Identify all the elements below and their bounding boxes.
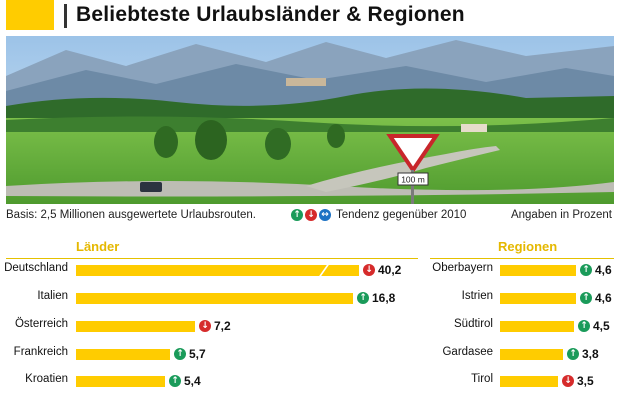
category-label-row: Tirol [0, 373, 493, 388]
bar [76, 321, 195, 332]
category-label-row: Deutschland [0, 262, 68, 277]
bar [500, 321, 574, 332]
value-label: 7,2 [214, 319, 231, 333]
arrow-down-icon: ↓ [562, 375, 574, 387]
category-label: Deutschland [4, 262, 68, 274]
category-label-row: Gardasee [0, 346, 493, 361]
arrow-down-icon: ↓ [363, 264, 375, 276]
category-label: Gardasee [442, 346, 493, 358]
bar [500, 293, 576, 304]
category-label: Südtirol [454, 318, 493, 330]
category-label-row: Oberbayern [0, 262, 493, 277]
landscape-illustration: 100 m [6, 36, 614, 204]
category-label-row: Italien [0, 290, 68, 305]
value-label: 4,6 [595, 263, 612, 277]
value-label: 5,4 [184, 374, 201, 388]
tendency-legend: ↑ ↓ ↔ Tendenz gegenüber 2010 [291, 209, 466, 221]
regions-heading: Regionen [498, 239, 558, 254]
arrow-sideways-icon: ↔ [319, 209, 331, 221]
category-label: Oberbayern [432, 262, 493, 274]
title-accent-block [6, 0, 54, 30]
bar [500, 265, 576, 276]
data-label: ↓ 7,2 [199, 319, 231, 333]
value-label: 4,5 [593, 319, 610, 333]
data-label: ↑ 5,4 [169, 374, 201, 388]
unit-note: Angaben in Prozent [510, 209, 612, 221]
bar [500, 376, 558, 387]
category-label: Kroatien [25, 373, 68, 385]
value-label: 5,7 [189, 347, 206, 361]
distance-sign-text: 100 m [401, 175, 425, 185]
bar [76, 376, 165, 387]
arrow-up-icon: ↑ [291, 209, 303, 221]
bar [500, 349, 563, 360]
value-label: 3,5 [577, 374, 594, 388]
title-bar: Beliebteste Urlaubsländer & Regionen [0, 0, 620, 36]
page-title: Beliebteste Urlaubsländer & Regionen [76, 3, 465, 26]
bar [76, 293, 353, 304]
arrow-up-icon: ↑ [567, 348, 579, 360]
countries-heading: Länder [76, 239, 120, 254]
category-label-row: Südtirol [0, 318, 493, 333]
tendency-label: Tendenz gegenüber 2010 [336, 209, 467, 221]
value-label: 4,6 [595, 291, 612, 305]
regions-divider [430, 258, 614, 259]
arrow-down-icon: ↓ [199, 320, 211, 332]
arrow-up-icon: ↑ [174, 348, 186, 360]
category-label: Frankreich [13, 346, 68, 358]
data-label: ↓ 40,2 [363, 263, 401, 277]
category-label-row: Frankreich [0, 346, 68, 361]
bar [76, 349, 170, 360]
category-label: Österreich [14, 318, 68, 330]
arrow-up-icon: ↑ [580, 264, 592, 276]
countries-divider [6, 258, 418, 259]
data-label: ↑ 16,8 [357, 291, 395, 305]
category-label-row: Kroatien [0, 373, 68, 388]
arrow-up-icon: ↑ [580, 292, 592, 304]
data-label: ↑ 4,6 [580, 263, 612, 277]
category-label: Istrien [461, 290, 493, 302]
value-label: 3,8 [582, 347, 599, 361]
category-label-row: Österreich [0, 318, 68, 333]
category-label: Italien [37, 290, 68, 302]
data-label: ↑ 5,7 [174, 347, 206, 361]
basis-note: Basis: 2,5 Millionen ausgewertete Urlaub… [6, 209, 256, 221]
arrow-down-icon: ↓ [305, 209, 317, 221]
category-label: Tirol [471, 373, 493, 385]
data-label: ↓ 3,5 [562, 374, 594, 388]
landscape-photo: 100 m [6, 36, 614, 204]
title-divider [64, 4, 67, 28]
value-label: 40,2 [378, 263, 402, 277]
arrow-up-icon: ↑ [578, 320, 590, 332]
arrow-up-icon: ↑ [357, 292, 369, 304]
data-label: ↑ 4,5 [578, 319, 610, 333]
data-label: ↑ 3,8 [567, 347, 599, 361]
bar [76, 265, 359, 276]
category-label-row: Istrien [0, 290, 493, 305]
data-label: ↑ 4,6 [580, 291, 612, 305]
arrow-up-icon: ↑ [169, 375, 181, 387]
value-label: 16,8 [372, 291, 396, 305]
